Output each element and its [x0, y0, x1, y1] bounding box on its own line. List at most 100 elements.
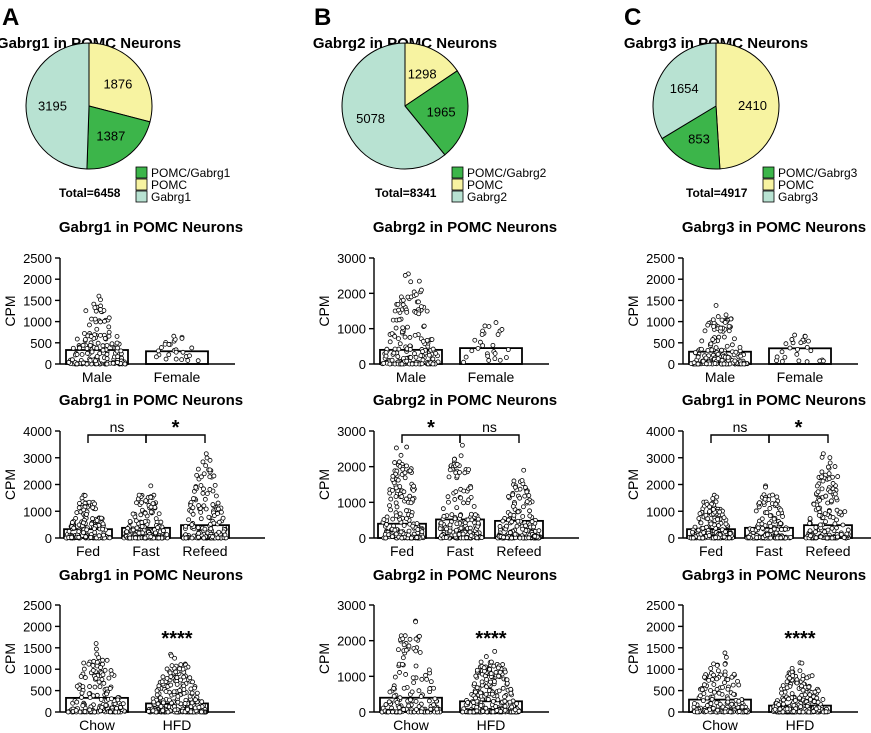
- data-point: [822, 529, 827, 535]
- data-point: [715, 707, 721, 713]
- data-point: [486, 358, 492, 363]
- y-tick-label: 1000: [646, 504, 675, 519]
- data-point: [489, 691, 495, 697]
- dots-female: [461, 320, 511, 365]
- data-point: [753, 508, 759, 514]
- data-point: [396, 336, 401, 342]
- data-point: [716, 690, 722, 696]
- y-tick-label: 2000: [646, 272, 675, 287]
- data-point: [89, 349, 95, 355]
- data-point: [411, 487, 416, 493]
- y-axis-label: CPM: [625, 643, 641, 674]
- data-point: [829, 525, 835, 531]
- data-point: [185, 358, 191, 363]
- data-point: [412, 332, 418, 338]
- data-point: [85, 350, 90, 356]
- data-point: [406, 528, 412, 534]
- data-point: [142, 519, 148, 524]
- data-point: [806, 684, 812, 690]
- y-tick-label: 1500: [23, 293, 52, 308]
- y-axis-label: CPM: [2, 469, 18, 500]
- data-point: [397, 341, 403, 347]
- data-point: [203, 506, 209, 512]
- data-point: [695, 354, 701, 360]
- y-tick-label: 0: [359, 357, 366, 372]
- pie-slice-pomc: [404, 42, 458, 107]
- data-point: [784, 706, 790, 712]
- data-point: [827, 455, 833, 461]
- data-point: [402, 475, 408, 481]
- data-point: [150, 501, 156, 507]
- data-point: [156, 511, 162, 517]
- data-point: [396, 317, 402, 323]
- dot-plot: Gabrg3 in POMC Neurons 0 500 1000 1500 2000 25…: [625, 567, 866, 733]
- legend-label: POMC: [467, 178, 503, 192]
- data-point: [106, 329, 112, 335]
- data-point: [195, 358, 201, 364]
- data-point: [717, 509, 722, 515]
- data-point: [495, 332, 501, 337]
- data-point: [208, 526, 214, 532]
- data-point: [409, 361, 415, 367]
- data-point: [732, 336, 737, 342]
- data-point: [699, 338, 705, 344]
- data-point: [465, 517, 471, 523]
- data-point: [479, 535, 485, 541]
- data-point: [219, 509, 224, 515]
- data-point: [804, 703, 810, 709]
- data-point: [216, 529, 222, 535]
- y-tick-label: 3000: [23, 451, 52, 466]
- data-point: [741, 361, 747, 367]
- data-point: [211, 520, 217, 526]
- data-point: [771, 516, 777, 522]
- data-point: [820, 697, 826, 702]
- data-point: [493, 704, 499, 709]
- data-point: [784, 679, 790, 685]
- data-point: [762, 496, 768, 502]
- data-point: [215, 500, 221, 506]
- data-point: [698, 520, 704, 526]
- pie-slice-label: 853: [688, 131, 710, 146]
- dot-plot: Gabrg1 in POMC Neurons 0 500 1000 1500 2000 25…: [2, 219, 243, 385]
- data-point: [818, 534, 824, 540]
- data-point: [807, 697, 813, 702]
- data-point: [808, 533, 813, 539]
- data-point: [409, 535, 414, 541]
- data-point: [109, 671, 115, 677]
- data-point: [532, 533, 538, 539]
- data-point: [715, 314, 721, 319]
- data-point: [807, 692, 813, 698]
- data-point: [468, 533, 474, 539]
- data-point: [93, 358, 98, 364]
- data-point: [493, 320, 499, 325]
- data-point: [710, 317, 716, 323]
- data-point: [427, 686, 433, 691]
- data-point: [210, 534, 215, 540]
- pie-slice-label: 3195: [38, 98, 67, 113]
- plot-title: Gabrg3 in POMC Neurons: [682, 219, 866, 236]
- data-point: [431, 702, 436, 708]
- data-point: [723, 312, 729, 318]
- data-point: [81, 660, 87, 666]
- data-point: [180, 349, 186, 355]
- data-point: [414, 521, 420, 526]
- data-point: [408, 500, 414, 506]
- data-point: [158, 519, 164, 525]
- data-point: [490, 342, 496, 348]
- data-point: [394, 700, 400, 705]
- dots-fed: [63, 492, 113, 541]
- data-point: [823, 519, 828, 525]
- data-point: [160, 674, 166, 680]
- data-point: [76, 505, 82, 511]
- data-point: [87, 695, 93, 700]
- data-point: [441, 513, 447, 519]
- data-point: [713, 345, 719, 350]
- data-point: [705, 322, 711, 328]
- legend-swatch: [762, 166, 775, 179]
- data-point: [497, 669, 503, 675]
- data-point: [211, 473, 217, 479]
- data-point: [94, 651, 100, 657]
- pie-slice-label: 2410: [738, 98, 767, 113]
- data-point: [98, 297, 103, 303]
- data-point: [83, 308, 89, 314]
